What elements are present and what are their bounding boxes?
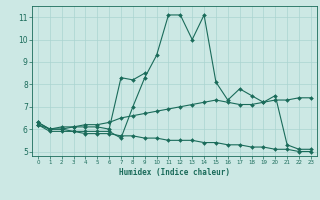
X-axis label: Humidex (Indice chaleur): Humidex (Indice chaleur) bbox=[119, 168, 230, 177]
